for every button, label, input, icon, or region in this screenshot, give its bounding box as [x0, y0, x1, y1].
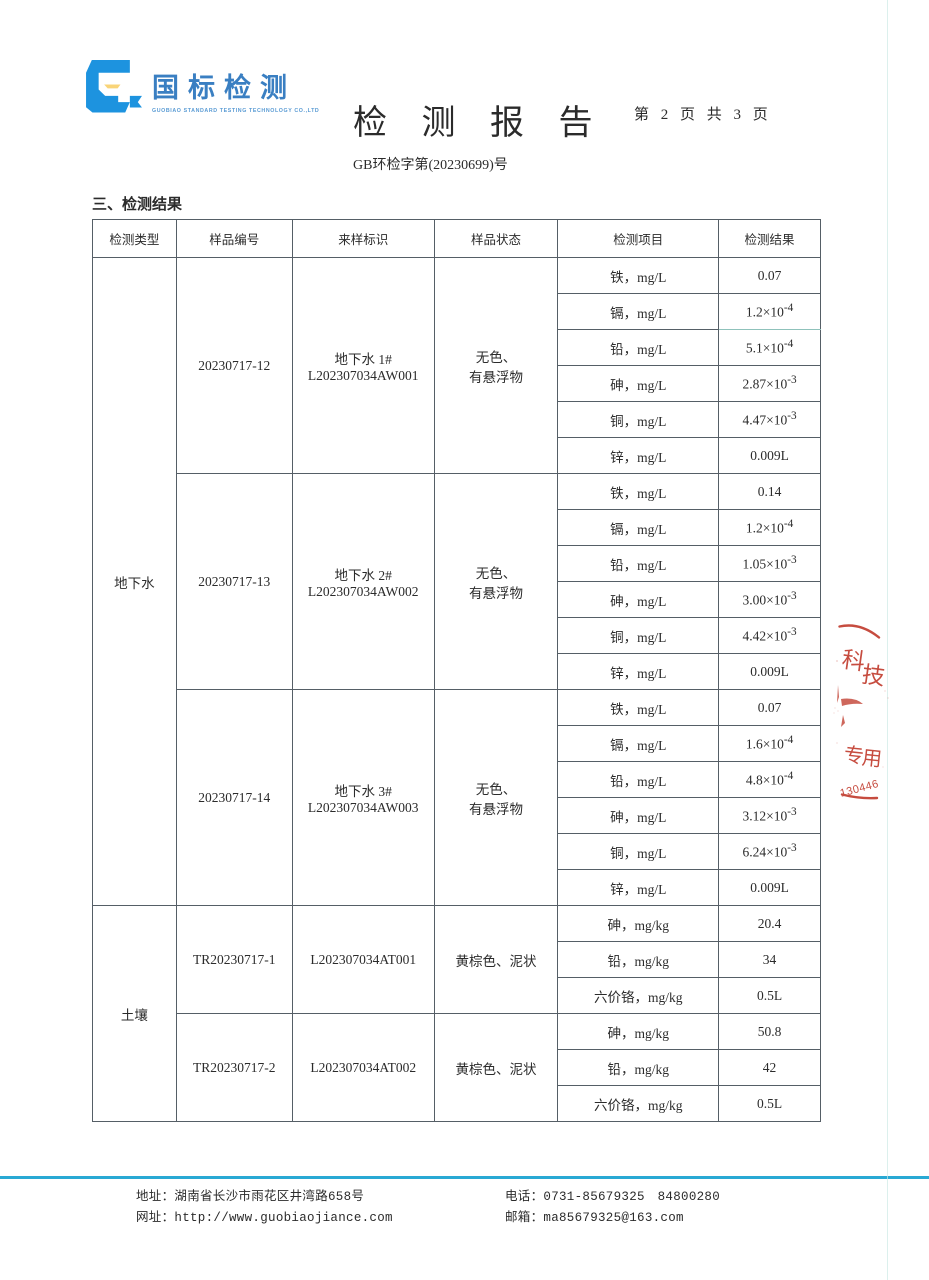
svg-text:技: 技: [860, 661, 886, 690]
svg-text:用: 用: [861, 747, 883, 771]
